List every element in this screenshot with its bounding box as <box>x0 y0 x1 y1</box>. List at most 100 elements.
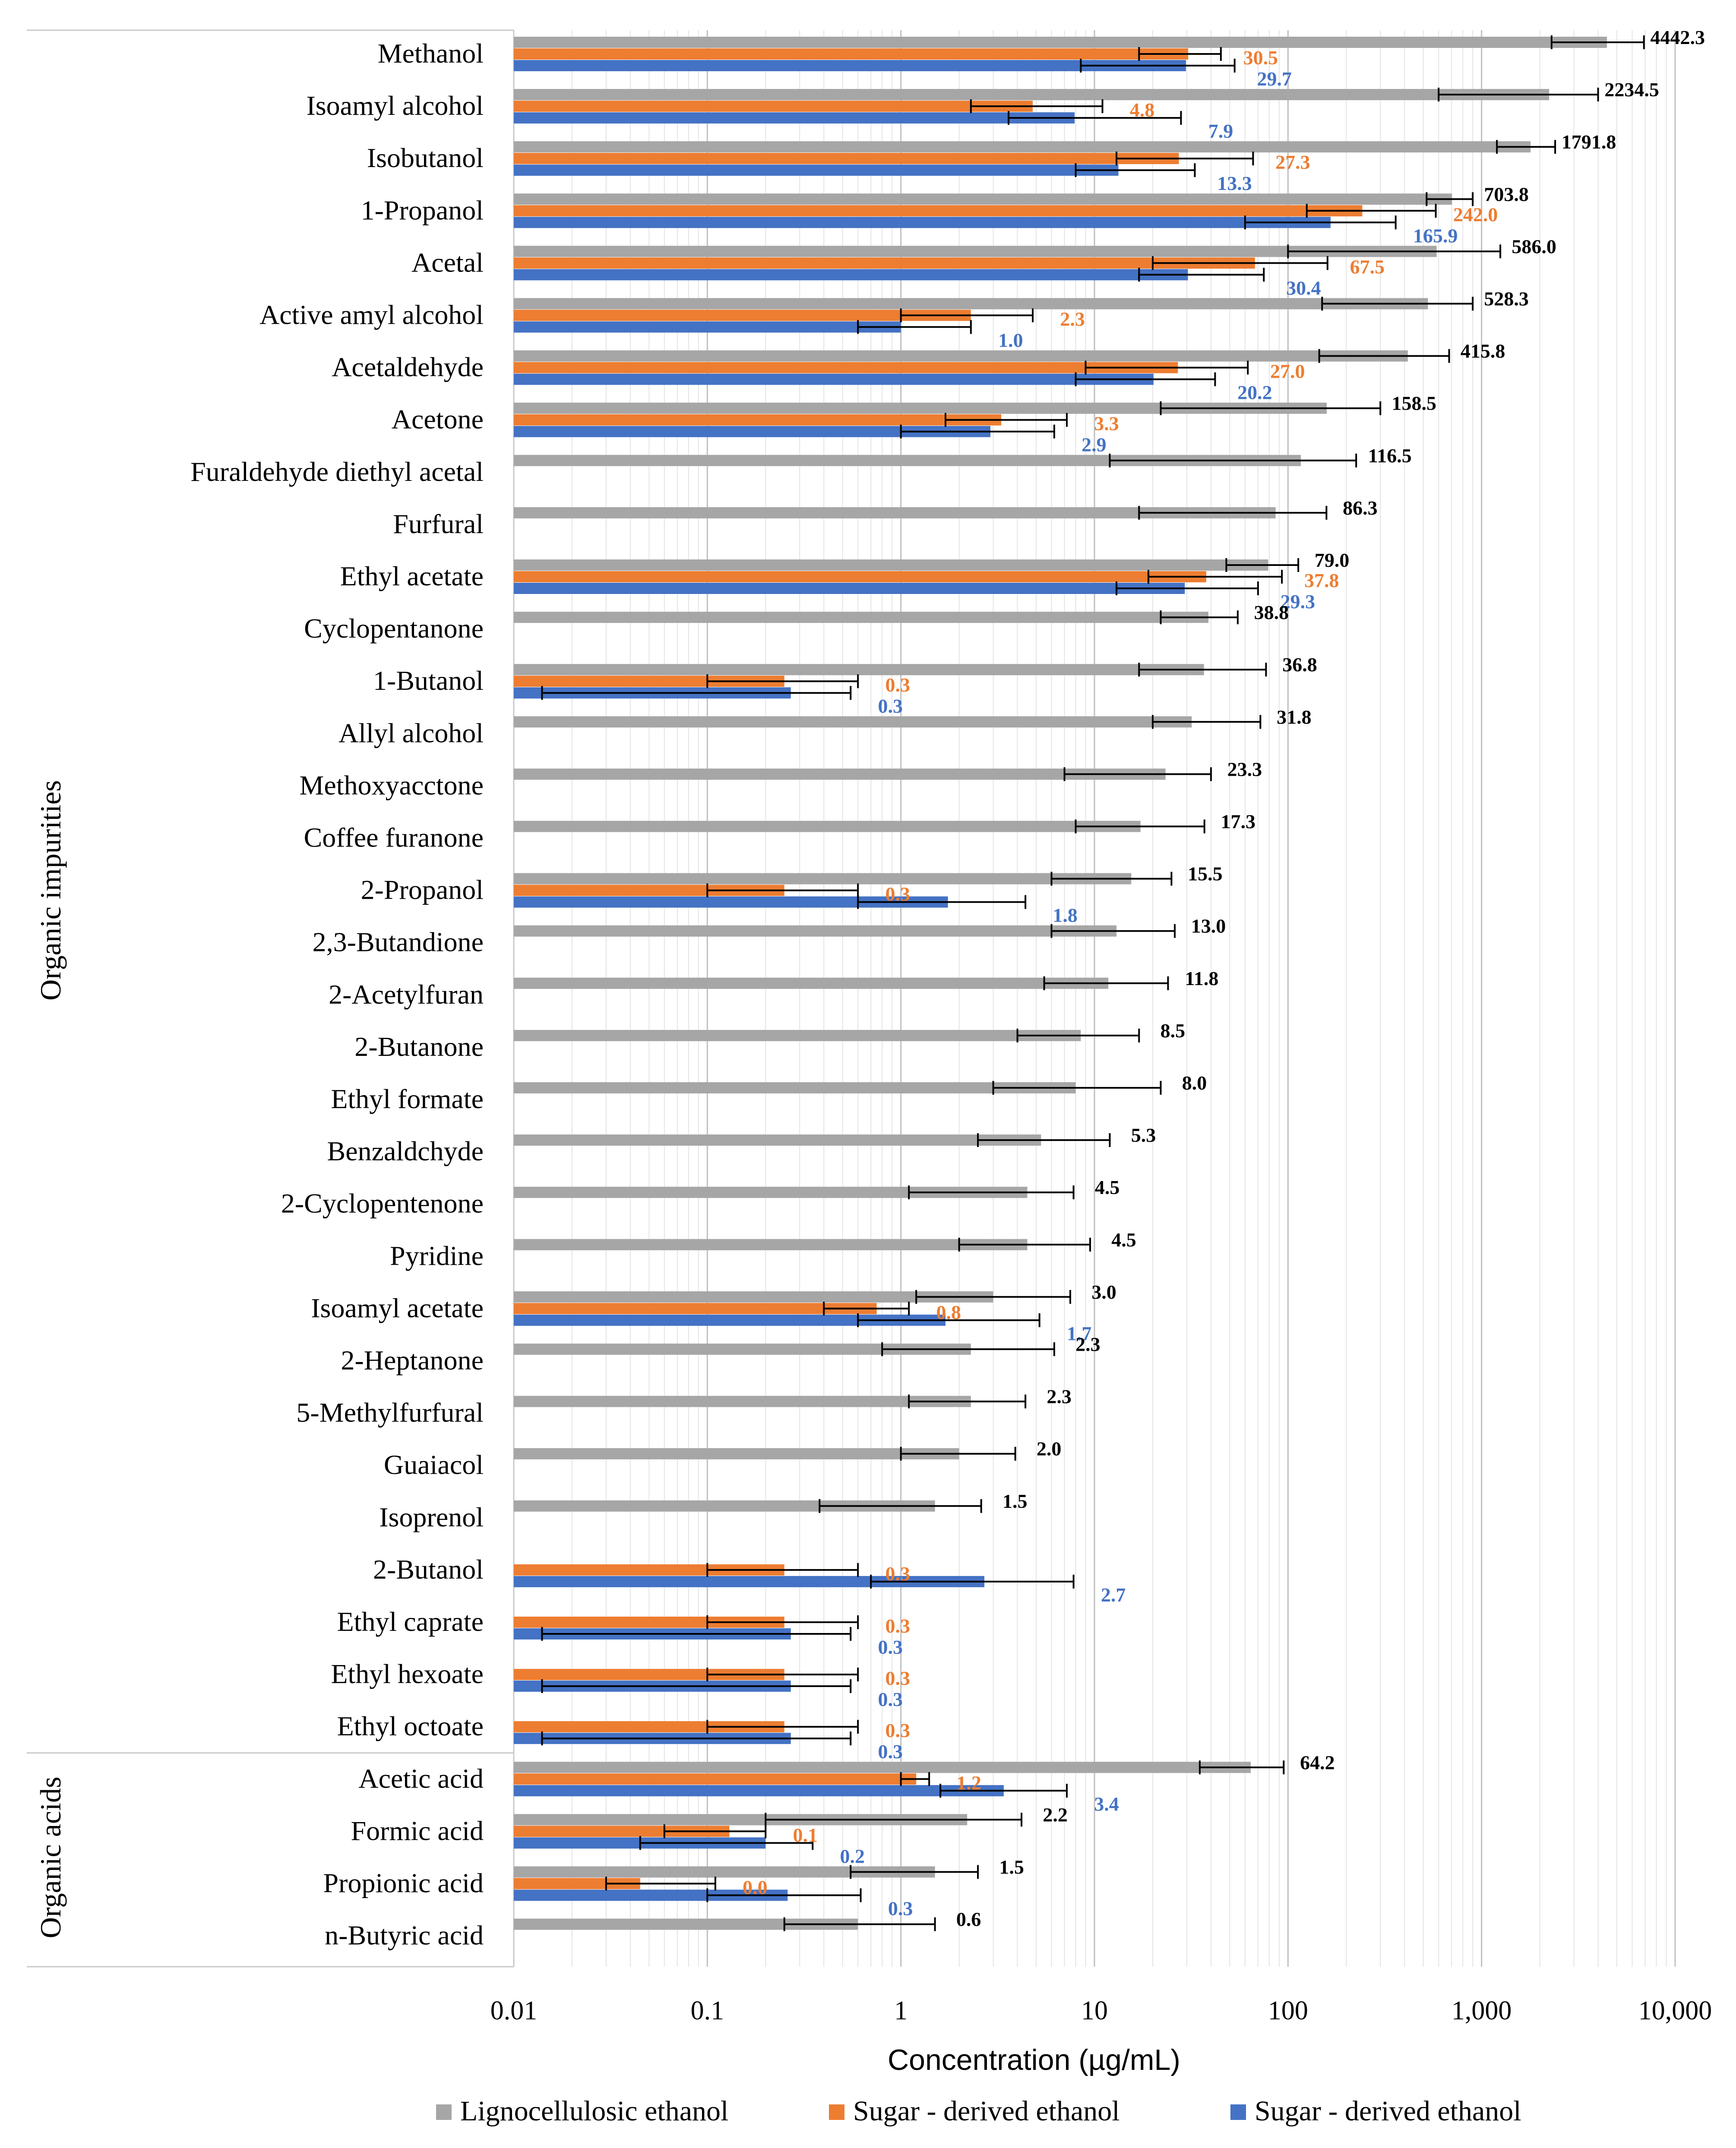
data-label: 30.5 <box>1243 47 1278 69</box>
error-bars <box>541 35 1645 1931</box>
error-bar <box>1147 570 1283 584</box>
error-bar <box>900 424 1055 439</box>
bar <box>514 1762 1251 1773</box>
x-tick-label: 100 <box>1268 1996 1308 2025</box>
category-labels: Methanol Isoamyl alcohol Isobutanol 1-Propa… <box>190 38 484 1951</box>
legend-label: Sugar - derived ethanol <box>853 2095 1120 2127</box>
category-label: 2-Heptanone <box>341 1345 484 1376</box>
category-label: 1-Butanol <box>373 665 484 696</box>
error-bar <box>1426 192 1474 206</box>
group-labels: Organic impurities Organic acids <box>34 780 67 1938</box>
bar <box>514 60 1186 71</box>
category-label: Cyclopentanone <box>304 613 484 644</box>
data-label: 3.3 <box>1094 413 1119 435</box>
error-bar <box>1116 152 1254 166</box>
data-label: 158.5 <box>1391 392 1436 414</box>
bar <box>514 768 1166 780</box>
error-bar <box>1075 163 1196 177</box>
error-bar <box>881 1342 1055 1356</box>
x-tick-label: 0.01 <box>490 1996 538 2025</box>
category-label: Benzaldchyde <box>327 1136 484 1166</box>
error-bar <box>1198 1760 1285 1775</box>
data-label: 67.5 <box>1350 256 1385 278</box>
bar <box>514 362 1178 373</box>
data-label: 2.3 <box>1075 1333 1100 1355</box>
error-bar <box>870 1574 1075 1589</box>
data-label: 0.3 <box>878 1741 903 1763</box>
bar <box>514 612 1208 623</box>
category-label: Active amyl alcohol <box>259 300 484 330</box>
error-bar <box>1075 819 1205 834</box>
bar <box>514 977 1109 989</box>
x-axis-title: Concentration (µg/mL) <box>888 2044 1180 2076</box>
bar <box>514 664 1204 676</box>
x-axis-ticks: 0.01 0.1 1 10 100 1,000 10,000 <box>490 1996 1712 2025</box>
error-bar <box>1306 204 1437 218</box>
error-bar <box>1138 268 1265 282</box>
x-tick-label: 10 <box>1081 1996 1108 2025</box>
bar <box>514 414 1002 426</box>
group-label: Organic impurities <box>34 780 67 1001</box>
bar <box>514 1239 1028 1251</box>
category-label: Ethyl octoate <box>337 1711 484 1741</box>
bar <box>514 37 1607 48</box>
data-label: 586.0 <box>1511 235 1556 257</box>
error-bar <box>977 1133 1111 1147</box>
error-bar <box>1085 360 1249 375</box>
error-bar <box>958 1238 1091 1252</box>
data-label: 528.3 <box>1484 288 1529 310</box>
data-label: 0.1 <box>793 1824 818 1846</box>
category-label: Acetone <box>392 404 484 435</box>
data-label: 38.8 <box>1254 601 1289 623</box>
bar <box>514 350 1408 362</box>
data-label: 0.3 <box>885 1667 910 1689</box>
legend-label: Lignocellulosic ethanol <box>460 2095 728 2127</box>
data-label: 2234.5 <box>1604 79 1659 101</box>
data-label: 0.2 <box>840 1845 865 1867</box>
category-label: 2,3-Butandione <box>313 927 484 957</box>
data-label: 13.3 <box>1217 172 1252 194</box>
data-label: 13.0 <box>1191 915 1226 937</box>
error-bar <box>900 1772 930 1786</box>
error-bar <box>1151 715 1262 729</box>
legend-label: Sugar - derived ethanol <box>1255 2095 1521 2127</box>
category-label: Isoprenol <box>379 1502 484 1532</box>
data-label: 0.3 <box>878 1688 903 1710</box>
error-bar <box>1138 47 1222 61</box>
category-label: 2-Butanone <box>354 1031 484 1062</box>
error-bar <box>1138 663 1267 677</box>
error-bar <box>1550 35 1645 49</box>
error-bar <box>1438 88 1599 102</box>
data-label: 2.3 <box>1060 308 1085 330</box>
bar <box>514 1303 877 1314</box>
data-label: 1791.8 <box>1562 131 1616 153</box>
data-label: 30.4 <box>1286 277 1321 299</box>
bars <box>514 37 1607 1930</box>
data-label: 3.0 <box>1091 1281 1116 1303</box>
bar <box>514 821 1141 832</box>
data-label: 2.3 <box>1047 1386 1072 1408</box>
error-bar <box>819 1499 982 1513</box>
data-label: 37.8 <box>1304 569 1339 591</box>
error-bar <box>706 1888 862 1902</box>
error-bar <box>541 1627 852 1641</box>
bar <box>514 217 1331 228</box>
error-bar <box>970 99 1104 114</box>
category-label: 5-Methylfurfural <box>296 1397 484 1428</box>
data-label: 7.9 <box>1208 120 1233 142</box>
data-label: 0.3 <box>885 674 910 696</box>
data-label: 17.3 <box>1221 811 1255 833</box>
error-bar <box>1160 401 1382 415</box>
category-label: Acetaldehyde <box>332 352 484 382</box>
category-label: Allyl alcohol <box>338 717 484 748</box>
data-label: 64.2 <box>1300 1751 1335 1773</box>
x-tick-label: 10,000 <box>1638 1996 1712 2025</box>
data-label: 2.2 <box>1043 1804 1068 1826</box>
error-bar <box>541 1731 852 1746</box>
bar <box>514 141 1531 153</box>
bar <box>514 321 901 333</box>
data-label: 0.3 <box>878 695 903 717</box>
data-label: 0.3 <box>878 1636 903 1658</box>
bar <box>514 153 1179 164</box>
